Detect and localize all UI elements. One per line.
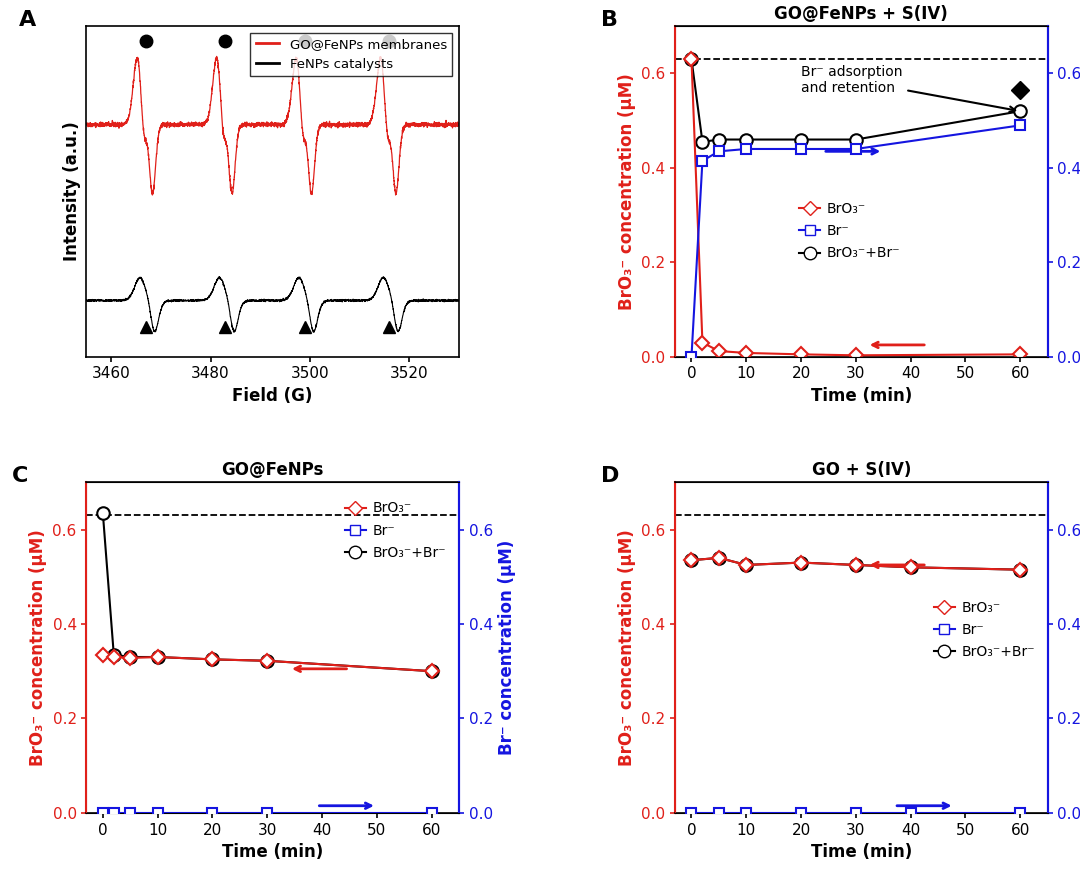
Title: GO + S(IV): GO + S(IV) bbox=[812, 461, 912, 479]
Y-axis label: BrO₃⁻ concentration (μM): BrO₃⁻ concentration (μM) bbox=[618, 529, 635, 766]
Title: GO@FeNPs + S(IV): GO@FeNPs + S(IV) bbox=[774, 5, 948, 24]
Text: A: A bbox=[19, 10, 37, 30]
Text: D: D bbox=[600, 466, 619, 486]
Y-axis label: Intensity (a.u.): Intensity (a.u.) bbox=[63, 121, 81, 261]
X-axis label: Time (min): Time (min) bbox=[222, 843, 323, 861]
Legend: BrO₃⁻, Br⁻, BrO₃⁻+Br⁻: BrO₃⁻, Br⁻, BrO₃⁻+Br⁻ bbox=[928, 595, 1041, 665]
Y-axis label: BrO₃⁻ concentration (μM): BrO₃⁻ concentration (μM) bbox=[618, 73, 635, 310]
Legend: BrO₃⁻, Br⁻, BrO₃⁻+Br⁻: BrO₃⁻, Br⁻, BrO₃⁻+Br⁻ bbox=[339, 496, 453, 565]
X-axis label: Time (min): Time (min) bbox=[811, 843, 912, 861]
Text: Br⁻ adsorption
and retention: Br⁻ adsorption and retention bbox=[801, 66, 1015, 112]
Text: C: C bbox=[12, 466, 28, 486]
X-axis label: Time (min): Time (min) bbox=[811, 387, 912, 405]
Legend: BrO₃⁻, Br⁻, BrO₃⁻+Br⁻: BrO₃⁻, Br⁻, BrO₃⁻+Br⁻ bbox=[794, 197, 906, 266]
Title: GO@FeNPs: GO@FeNPs bbox=[221, 461, 324, 479]
X-axis label: Field (G): Field (G) bbox=[232, 387, 313, 405]
Y-axis label: BrO₃⁻ concentration (μM): BrO₃⁻ concentration (μM) bbox=[29, 529, 46, 766]
Legend: GO@FeNPs membranes, FeNPs catalysts: GO@FeNPs membranes, FeNPs catalysts bbox=[251, 33, 453, 76]
Y-axis label: Br⁻ concentration (μM): Br⁻ concentration (μM) bbox=[499, 540, 516, 755]
Text: B: B bbox=[600, 10, 618, 30]
